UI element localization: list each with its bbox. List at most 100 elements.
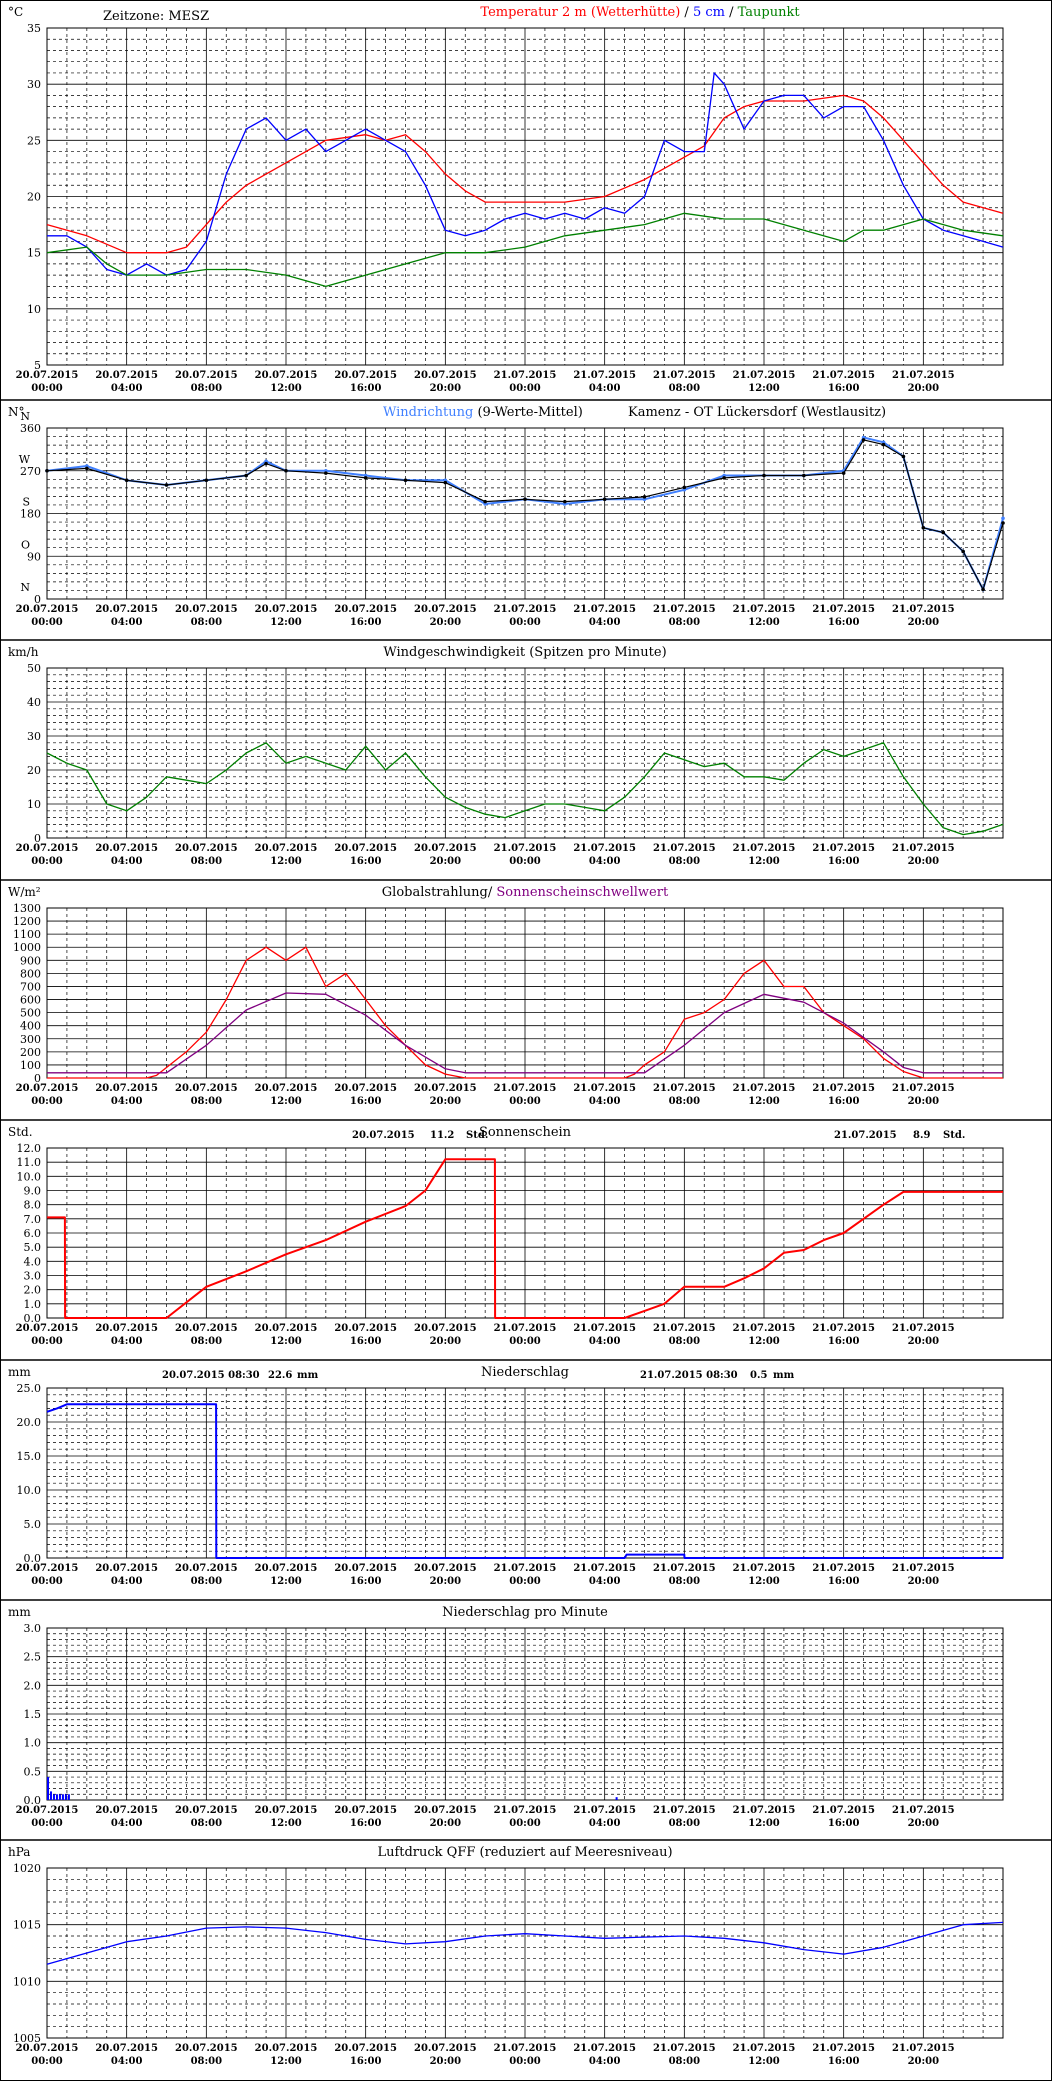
x-tick-time: 16:00 [350, 2056, 382, 2067]
x-tick-date: 21.07.2015 [494, 1083, 557, 1094]
timezone-label: Zeitzone: MESZ [103, 9, 209, 24]
y-tick-label: 15.0 [17, 1450, 42, 1463]
data-point [124, 478, 129, 483]
x-tick-time: 12:00 [270, 2056, 302, 2067]
x-tick-time: 00:00 [31, 1336, 63, 1347]
plot-area [46, 1867, 1004, 2039]
x-tick-time: 04:00 [589, 1096, 621, 1107]
title-part: Temperatur 2 m (Wetterhütte) [480, 5, 680, 20]
x-tick-time: 12:00 [748, 1818, 780, 1829]
x-tick-date: 21.07.2015 [653, 2043, 716, 2054]
y-tick-label: 1.0 [24, 1298, 42, 1311]
x-tick-time: 20:00 [908, 617, 940, 628]
x-tick-time: 12:00 [270, 1336, 302, 1347]
y-tick-label: 600 [20, 994, 41, 1007]
x-tick-date: 21.07.2015 [494, 1323, 557, 1334]
y-tick-label: 30 [27, 730, 41, 743]
chart-title: Niederschlag pro Minute [442, 1605, 608, 1620]
x-tick-time: 12:00 [748, 617, 780, 628]
x-tick-date: 20.07.2015 [95, 2043, 158, 2054]
x-tick-time: 20:00 [430, 617, 462, 628]
data-point [722, 476, 726, 480]
x-tick-time: 08:00 [191, 2056, 223, 2067]
x-tick-date: 20.07.2015 [95, 1323, 158, 1334]
x-tick-date: 21.07.2015 [892, 370, 955, 381]
x-tick-date: 21.07.2015 [733, 1805, 796, 1816]
x-tick-date: 21.07.2015 [892, 1563, 955, 1574]
x-tick-time: 12:00 [748, 383, 780, 394]
unit-label: W/m² [8, 885, 41, 899]
plot-area [46, 27, 1004, 366]
x-tick-date: 20.07.2015 [175, 1805, 238, 1816]
data-point [961, 549, 965, 554]
title-part: / [680, 5, 693, 20]
station-label: Kamenz - OT Lückersdorf (Westlausitz) [628, 405, 886, 420]
x-tick-time: 20:00 [430, 383, 462, 394]
y-tick-label: 800 [20, 967, 41, 980]
y-tick-label: 1300 [13, 902, 41, 915]
x-tick-date: 20.07.2015 [95, 1805, 158, 1816]
x-tick-date: 20.07.2015 [414, 1083, 477, 1094]
series-line [46, 212, 1004, 288]
data-point [941, 530, 946, 535]
y-tick-label: 25 [27, 134, 41, 147]
x-tick-time: 04:00 [589, 1336, 621, 1347]
chart-title: Sonnenschein [479, 1125, 572, 1140]
data-point [682, 485, 687, 490]
x-tick-time: 08:00 [669, 1818, 701, 1829]
plot-area [46, 1627, 1004, 1801]
x-tick-date: 21.07.2015 [494, 843, 557, 854]
x-tick-time: 16:00 [828, 1096, 860, 1107]
y-tick-label: 50 [27, 662, 41, 675]
x-tick-time: 00:00 [31, 856, 63, 867]
x-tick-date: 20.07.2015 [16, 1083, 79, 1094]
x-tick-time: 04:00 [589, 856, 621, 867]
x-tick-time: 16:00 [350, 1096, 382, 1107]
y-tick-label: 10 [27, 303, 41, 316]
x-tick-time: 08:00 [191, 1096, 223, 1107]
panel-wind_speed: 0 10 20 30 40 50 km/h Windgeschwindigkeit (Spit… [0, 639, 1052, 867]
title-part: Sonnenscheinschwellwert [496, 885, 669, 900]
x-tick-date: 21.07.2015 [573, 2043, 636, 2054]
annotation: 21.07.2015 08:30 [640, 1370, 738, 1381]
x-tick-date: 21.07.2015 [573, 1083, 636, 1094]
x-tick-date: 20.07.2015 [95, 1563, 158, 1574]
data-point [244, 473, 248, 478]
y-tick-label: 3.0 [24, 1270, 42, 1283]
x-tick-time: 00:00 [509, 1336, 541, 1347]
series-line [47, 992, 1003, 1074]
annotation: 0.5 [750, 1370, 767, 1381]
x-tick-time: 00:00 [509, 1096, 541, 1107]
y-tick-label: 5.0 [24, 1241, 42, 1254]
x-tick-date: 21.07.2015 [812, 2043, 875, 2054]
x-tick-date: 21.07.2015 [573, 1323, 636, 1334]
chart-title: Windrichtung (9-Werte-Mittel) [383, 405, 583, 420]
x-tick-date: 21.07.2015 [812, 370, 875, 381]
y-tick-label: 7.0 [24, 1213, 42, 1226]
unit-label: km/h [8, 645, 39, 659]
x-tick-time: 04:00 [589, 1818, 621, 1829]
series-line [47, 72, 1004, 276]
y-tick-label: 10 [27, 798, 41, 811]
y-tick-label: 2.0 [24, 1679, 42, 1692]
annotation: 11.2 [430, 1130, 454, 1141]
y-tick-label: 360 [20, 422, 41, 435]
x-tick-date: 21.07.2015 [812, 1323, 875, 1334]
x-tick-time: 00:00 [509, 856, 541, 867]
y-tick-label: 40 [27, 696, 41, 709]
x-tick-date: 21.07.2015 [653, 1083, 716, 1094]
y-tick-label: 8.0 [24, 1199, 42, 1212]
x-tick-time: 00:00 [31, 2056, 63, 2067]
y-tick-label: 1100 [13, 928, 41, 941]
x-tick-date: 21.07.2015 [892, 1083, 955, 1094]
y-tick-label: 2.5 [24, 1651, 42, 1664]
data-point [264, 461, 268, 466]
y-tick-label: 500 [20, 1007, 41, 1020]
data-point [1001, 521, 1005, 525]
x-tick-date: 20.07.2015 [334, 604, 397, 615]
x-tick-time: 12:00 [748, 1096, 780, 1107]
chart-title: Globalstrahlung/ Sonnenscheinschwellwert [382, 885, 669, 900]
x-tick-date: 20.07.2015 [255, 1563, 318, 1574]
x-tick-date: 20.07.2015 [414, 370, 477, 381]
